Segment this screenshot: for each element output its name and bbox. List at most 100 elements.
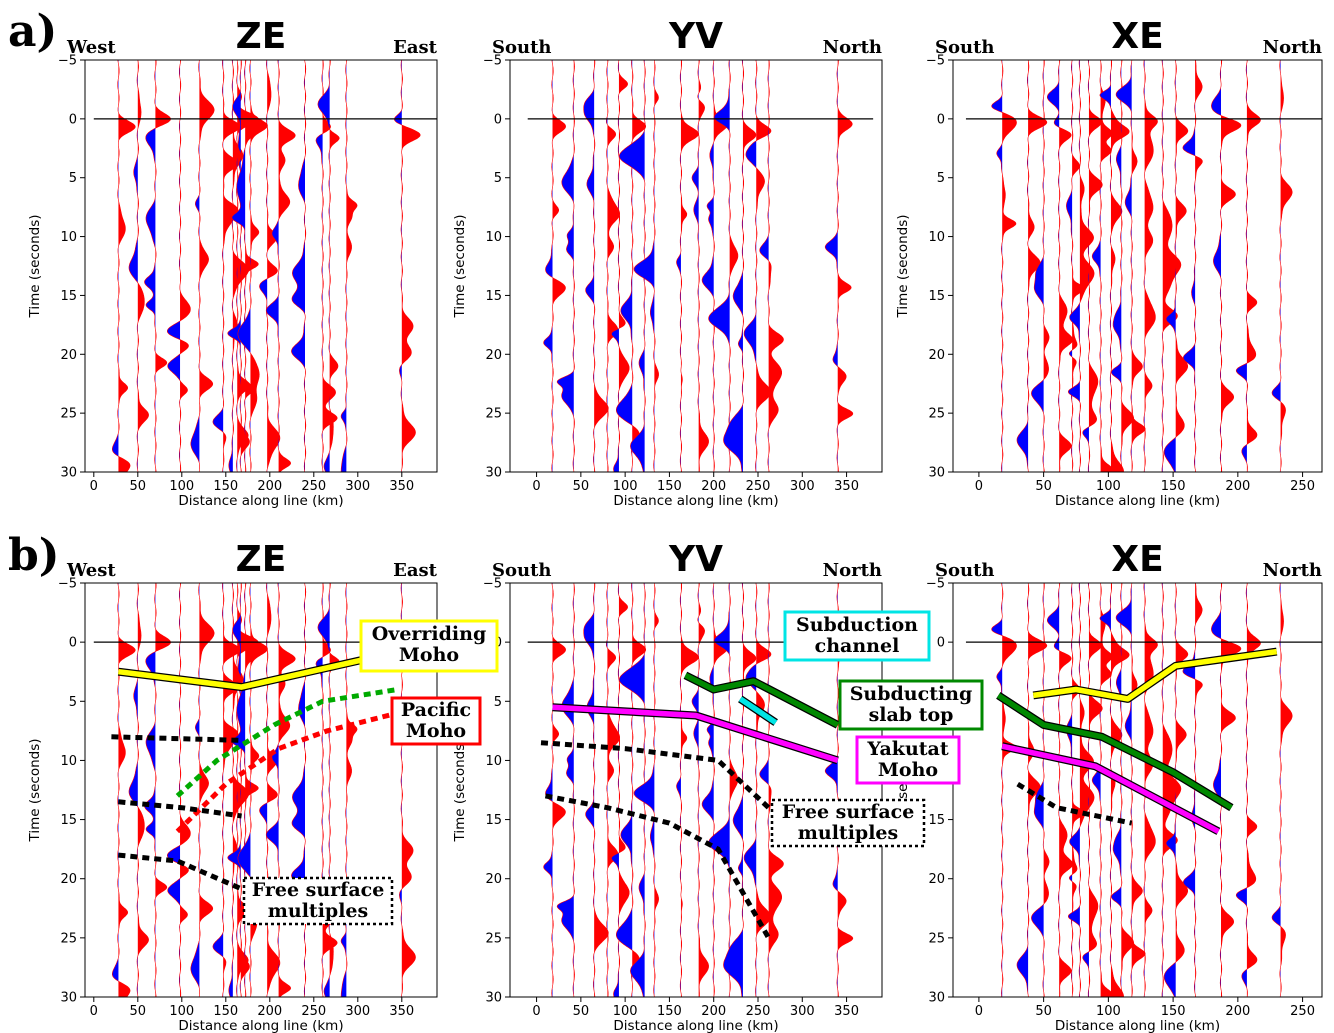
trace-negative-fill bbox=[316, 60, 323, 472]
y-tick-label: 30 bbox=[485, 466, 502, 481]
trace-positive-fill bbox=[1131, 583, 1146, 997]
x-tick-label: 150 bbox=[1161, 1004, 1186, 1019]
trace-line bbox=[633, 60, 659, 472]
trace-positive-fill bbox=[180, 60, 191, 472]
left-direction-label: West bbox=[66, 37, 116, 58]
y-tick-label: −5 bbox=[483, 577, 502, 592]
yv-slab-top-label: Subducting slab top bbox=[850, 683, 973, 726]
trace-negative-fill bbox=[129, 583, 138, 997]
trace-positive-fill bbox=[654, 60, 659, 472]
yv-slab-top-box: Subducting slab top bbox=[838, 679, 984, 731]
trace-positive-fill bbox=[1121, 60, 1134, 472]
x-tick-label: 250 bbox=[1290, 479, 1315, 494]
trace-positive-fill bbox=[632, 60, 646, 472]
trace-line bbox=[723, 583, 757, 997]
trace-line bbox=[317, 60, 340, 472]
trace-positive-fill bbox=[245, 583, 260, 997]
interp-line bbox=[738, 696, 778, 725]
trace-line bbox=[340, 60, 358, 472]
x-tick-label: 50 bbox=[1035, 479, 1052, 494]
y-tick-label: 5 bbox=[937, 171, 945, 186]
y-axis-label: Time (seconds) bbox=[895, 214, 911, 318]
y-tick-label: 5 bbox=[69, 695, 77, 710]
y-tick-label: 10 bbox=[60, 754, 77, 769]
y-tick-label: 30 bbox=[60, 466, 77, 481]
trace-positive-fill bbox=[1246, 60, 1261, 472]
left-direction-label: West bbox=[66, 560, 116, 581]
trace-negative-fill bbox=[190, 583, 200, 997]
trace-negative-fill bbox=[291, 60, 305, 472]
trace-line bbox=[236, 60, 259, 472]
trace-negative-fill bbox=[1272, 60, 1281, 472]
ze-free-surface-label: Free surface multiples bbox=[252, 879, 385, 922]
trace-positive-fill bbox=[1121, 583, 1134, 997]
ze-overriding-moho-box: Overriding Moho bbox=[359, 619, 499, 673]
trace-line bbox=[1271, 583, 1293, 997]
y-tick-label: 30 bbox=[928, 991, 945, 1006]
trace-negative-fill bbox=[227, 583, 241, 997]
interp-dashed-line bbox=[118, 799, 242, 819]
trace-positive-fill bbox=[552, 60, 566, 472]
y-tick-label: 25 bbox=[60, 407, 77, 422]
trace-line bbox=[259, 60, 281, 472]
x-tick-label: 150 bbox=[657, 1004, 682, 1019]
trace-line bbox=[1115, 60, 1146, 472]
right-direction-label: North bbox=[1263, 560, 1322, 581]
trace-positive-fill bbox=[768, 583, 784, 997]
trace-positive-fill bbox=[742, 60, 757, 472]
trace-line bbox=[1163, 60, 1189, 472]
x-axis-label: Distance along line (km) bbox=[613, 1018, 778, 1033]
x-tick-label: 150 bbox=[213, 479, 238, 494]
trace-line bbox=[676, 583, 699, 997]
x-tick-label: 150 bbox=[213, 1004, 238, 1019]
trace-line bbox=[315, 60, 338, 472]
x-tick-label: 200 bbox=[701, 479, 726, 494]
trace-line bbox=[393, 60, 421, 472]
trace-line bbox=[128, 583, 149, 997]
x-tick-label: 50 bbox=[573, 479, 590, 494]
trace-line bbox=[237, 60, 268, 472]
trace-negative-fill bbox=[1182, 583, 1196, 997]
trace-line bbox=[759, 60, 784, 472]
trace-negative-fill bbox=[1016, 583, 1029, 997]
trace-positive-fill bbox=[698, 60, 709, 472]
trace-negative-fill bbox=[676, 60, 681, 472]
x-axis-label: Distance along line (km) bbox=[613, 493, 778, 509]
y-axis-label: Time (seconds) bbox=[452, 738, 468, 842]
x-tick-label: 350 bbox=[389, 479, 414, 494]
right-direction-label: North bbox=[1263, 37, 1322, 58]
trace-line bbox=[112, 60, 136, 472]
trace-negative-fill bbox=[1161, 60, 1163, 472]
trace-negative-fill bbox=[1016, 60, 1029, 472]
trace-negative-fill bbox=[1211, 583, 1222, 997]
trace-positive-fill bbox=[401, 583, 421, 997]
trace-negative-fill bbox=[129, 60, 138, 472]
x-tick-label: 300 bbox=[345, 1004, 370, 1019]
trace-negative-fill bbox=[1116, 60, 1132, 472]
interp-dashed-line bbox=[1016, 781, 1133, 826]
panel-title: ZE bbox=[236, 16, 287, 57]
y-tick-label: 10 bbox=[485, 754, 502, 769]
trace-positive-fill bbox=[1079, 583, 1095, 997]
trace-line bbox=[1163, 583, 1189, 997]
trace-positive-fill bbox=[618, 60, 630, 472]
trace-negative-fill bbox=[317, 60, 330, 472]
x-tick-label: 100 bbox=[613, 1004, 638, 1019]
interp-line bbox=[1001, 743, 1220, 834]
trace-line bbox=[265, 60, 296, 472]
trace-positive-fill bbox=[278, 583, 296, 997]
trace-positive-fill bbox=[137, 583, 149, 997]
trace-line bbox=[691, 60, 709, 472]
trace-positive-fill bbox=[680, 60, 699, 472]
x-tick-label: 150 bbox=[1161, 479, 1186, 494]
trace-positive-fill bbox=[552, 583, 566, 997]
x-tick-label: 50 bbox=[573, 1004, 590, 1019]
trace-positive-fill bbox=[250, 60, 268, 472]
trace-positive-fill bbox=[632, 583, 646, 997]
interp-line bbox=[684, 672, 839, 728]
trace-positive-fill bbox=[1043, 60, 1050, 472]
trace-negative-fill bbox=[227, 60, 241, 472]
trace-positive-fill bbox=[1221, 583, 1241, 997]
trace-positive-fill bbox=[1162, 583, 1181, 997]
trace-negative-fill bbox=[144, 60, 156, 472]
